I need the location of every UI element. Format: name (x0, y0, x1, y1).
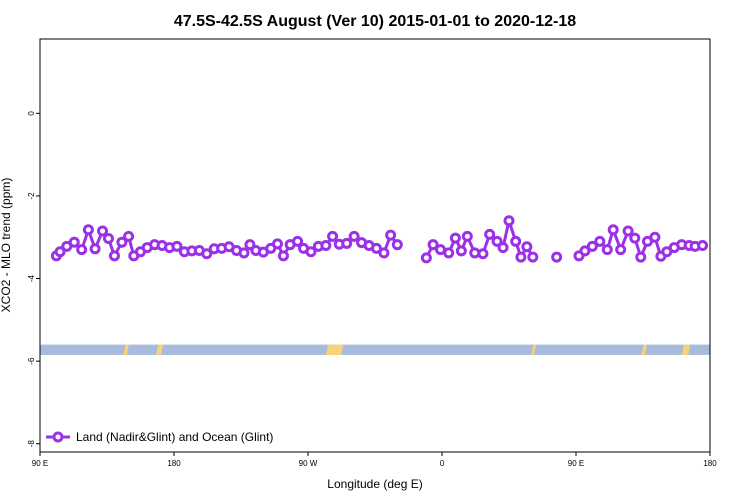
data-point (277, 250, 289, 262)
data-point (551, 251, 563, 263)
data-point (238, 247, 250, 259)
data-point (292, 235, 304, 247)
data-point (622, 225, 634, 237)
data-point (497, 242, 509, 254)
chart-title: 47.5S-42.5S August (Ver 10) 2015-01-01 t… (174, 13, 576, 30)
land-patch (641, 344, 647, 355)
data-point (201, 248, 213, 260)
data-point (385, 229, 397, 241)
data-point (370, 242, 382, 254)
x-tick-label: 180 (167, 459, 181, 468)
data-point (89, 243, 101, 255)
data-point (76, 244, 88, 256)
data-point (82, 224, 94, 236)
x-axis-label: Longitude (deg E) (327, 477, 422, 491)
data-point (348, 230, 360, 242)
x-tick-label: 90 W (299, 459, 318, 468)
land-patch (325, 344, 344, 355)
x-tick-label: 90 E (568, 459, 584, 468)
data-point (649, 231, 661, 243)
data-point (477, 248, 489, 260)
data-point (97, 225, 109, 237)
x-tick-label: 180 (703, 459, 717, 468)
data-point (102, 232, 114, 244)
surface-band (40, 344, 710, 355)
data-point (68, 236, 80, 248)
data-point (635, 251, 647, 263)
data-point (271, 238, 283, 250)
x-tick-label: 90 E (32, 459, 48, 468)
legend-label: Land (Nadir&Glint) and Ocean (Glint) (76, 430, 273, 444)
data-point (491, 235, 503, 247)
data-point (420, 252, 432, 264)
data-point (484, 228, 496, 240)
data-point (515, 251, 527, 263)
legend: Land (Nadir&Glint) and Ocean (Glint) (46, 430, 273, 444)
data-point (461, 230, 473, 242)
data-point (521, 241, 533, 253)
data-point (455, 245, 467, 257)
data-point (171, 240, 183, 252)
data-point (443, 247, 455, 259)
land-patch (123, 344, 129, 355)
y-axis: 0 -2 -4 -6 -8 (27, 111, 40, 448)
data-point (108, 250, 120, 262)
plot-frame (39, 38, 711, 453)
data-point (697, 240, 709, 251)
y-tick-label: -8 (27, 440, 36, 448)
data-point (601, 244, 613, 256)
data-point (378, 247, 390, 259)
data-point (615, 244, 627, 256)
data-point (629, 232, 641, 244)
data-point (594, 235, 606, 247)
ocean-band (40, 344, 710, 355)
data-point (391, 239, 403, 251)
data-point (607, 224, 619, 236)
x-tick-label: 0 (440, 459, 445, 468)
data-point (341, 237, 353, 249)
y-tick-label: -2 (27, 192, 36, 200)
data-point (449, 232, 461, 244)
data-point (579, 245, 591, 257)
series-layer (50, 215, 709, 264)
data-point (54, 246, 66, 258)
y-tick-label: -6 (27, 357, 36, 365)
data-point (427, 239, 439, 251)
data-point (527, 251, 539, 263)
y-axis-label: XCO2 - MLO trend (ppm) (0, 178, 13, 313)
land-patch (681, 344, 691, 355)
data-point (586, 240, 598, 252)
data-point (327, 230, 339, 242)
land-patch (531, 344, 537, 355)
data-point (116, 236, 128, 248)
x-axis: 90 E 180 90 W 0 90 E 180 (32, 452, 717, 468)
land-patch (156, 344, 164, 355)
legend-marker (52, 431, 64, 443)
y-tick-label: 0 (27, 111, 36, 116)
data-point (503, 215, 515, 227)
data-point (510, 235, 522, 247)
data-point (320, 240, 332, 251)
data-point (305, 246, 317, 258)
y-tick-label: -4 (27, 274, 36, 282)
data-point (123, 230, 135, 242)
